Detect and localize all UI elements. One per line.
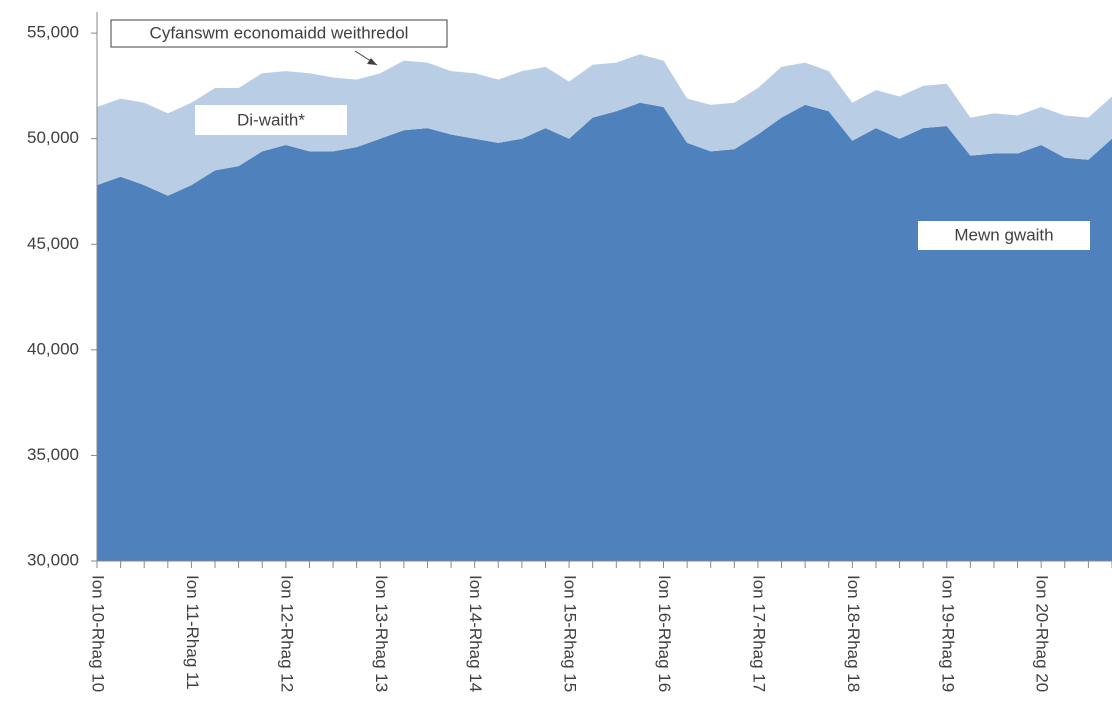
area (97, 54, 1112, 196)
label-box (195, 105, 347, 135)
y-tick-label: 55,000 (27, 23, 79, 42)
x-tick-label: Ion 16-Rhag 16 (655, 575, 674, 692)
series-label: Mewn gwaith (954, 225, 1053, 244)
x-tick-label: Ion 11-Rhag 11 (183, 575, 202, 690)
x-tick-label: Ion 10-Rhag 10 (89, 575, 108, 692)
series-label: Di-waith* (237, 110, 305, 129)
y-tick-label: 35,000 (27, 445, 79, 464)
x-tick-label: Ion 15-Rhag 15 (561, 575, 580, 692)
y-tick-label: 45,000 (27, 234, 79, 253)
annotation: Cyfanswm economaidd weithredol (150, 23, 409, 42)
x-tick-label: Ion 18-Rhag 18 (844, 575, 863, 692)
x-tick-label: Ion 14-Rhag 14 (466, 575, 485, 692)
annotation-arrowhead (367, 58, 377, 65)
label-box (918, 221, 1090, 250)
annotation-box (110, 19, 448, 48)
x-tick-label: Ion 12-Rhag 12 (277, 575, 296, 692)
x-tick-label: Ion 13-Rhag 13 (372, 575, 391, 692)
y-tick-label: 40,000 (27, 339, 79, 358)
x-tick-label: Ion 17-Rhag 17 (749, 575, 768, 692)
x-tick-label: Ion 20-Rhag 20 (1033, 575, 1052, 692)
area (97, 102, 1112, 562)
y-tick-label: 50,000 (27, 128, 79, 147)
y-tick-label: 30,000 (27, 550, 79, 569)
x-tick-label: Ion 19-Rhag 19 (938, 575, 957, 692)
